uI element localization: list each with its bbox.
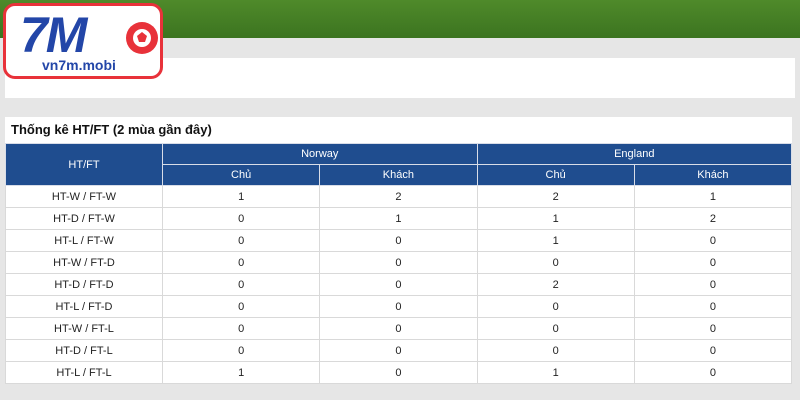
table-row: HT-L / FT-W 0 0 1 0 — [5, 229, 793, 252]
value-cell: 0 — [319, 339, 478, 362]
value-cell: 0 — [633, 361, 793, 384]
value-cell: 0 — [633, 317, 793, 340]
table-row: HT-D / FT-D 0 0 2 0 — [5, 273, 793, 296]
value-cell: 1 — [476, 361, 635, 384]
row-label: HT-D / FT-D — [5, 273, 163, 296]
table-row: HT-D / FT-L 0 0 0 0 — [5, 339, 793, 362]
value-cell: 0 — [476, 251, 635, 274]
logo-site: vn7m.mobi — [42, 57, 116, 73]
value-cell: 0 — [319, 251, 478, 274]
value-cell: 1 — [476, 229, 635, 252]
value-cell: 0 — [161, 339, 321, 362]
table-row: HT-L / FT-L 1 0 1 0 — [5, 361, 793, 384]
subheader-cell: Chủ — [476, 164, 635, 186]
value-cell: 0 — [319, 361, 478, 384]
subheader-cell: Chủ — [161, 164, 321, 186]
ball-icon — [126, 22, 158, 54]
value-cell: 2 — [319, 185, 478, 208]
value-cell: 0 — [633, 295, 793, 318]
value-cell: 0 — [476, 295, 635, 318]
value-cell: 0 — [633, 229, 793, 252]
value-cell: 0 — [319, 295, 478, 318]
value-cell: 0 — [633, 251, 793, 274]
row-label: HT-W / FT-W — [5, 185, 163, 208]
row-label: HT-L / FT-D — [5, 295, 163, 318]
team-header: Norway — [162, 143, 478, 165]
value-cell: 1 — [476, 207, 635, 230]
value-cell: 0 — [161, 295, 321, 318]
team-header: England — [476, 143, 792, 165]
table-row: HT-W / FT-L 0 0 0 0 — [5, 317, 793, 340]
row-label: HT-L / FT-L — [5, 361, 163, 384]
logo[interactable]: 7M vn7m.mobi — [3, 3, 163, 79]
subheader-cell: Khách — [633, 164, 793, 186]
value-cell: 0 — [161, 317, 321, 340]
value-cell: 0 — [319, 229, 478, 252]
value-cell: 0 — [161, 251, 321, 274]
row-label: HT-D / FT-L — [5, 339, 163, 362]
row-label: HT-L / FT-W — [5, 229, 163, 252]
value-cell: 0 — [161, 207, 321, 230]
value-cell: 0 — [319, 317, 478, 340]
value-cell: 0 — [633, 273, 793, 296]
subheader-cell: Khách — [319, 164, 478, 186]
value-cell: 1 — [161, 185, 321, 208]
value-cell: 1 — [633, 185, 793, 208]
table-row: HT-W / FT-D 0 0 0 0 — [5, 251, 793, 274]
value-cell: 2 — [476, 273, 635, 296]
value-cell: 0 — [476, 317, 635, 340]
value-cell: 0 — [476, 339, 635, 362]
stats-table: HT/FT Norway England Chủ Khách Chủ Khách HT… — [5, 143, 793, 384]
value-cell: 0 — [161, 273, 321, 296]
subheader-row: Chủ Khách Chủ Khách — [6, 164, 793, 186]
header-row: HT/FT Norway England — [5, 143, 792, 186]
value-cell: 0 — [161, 229, 321, 252]
value-cell: 2 — [476, 185, 635, 208]
row-label: HT-W / FT-D — [5, 251, 163, 274]
header-cell: HT/FT — [5, 143, 163, 186]
row-label: HT-D / FT-W — [5, 207, 163, 230]
value-cell: 1 — [319, 207, 478, 230]
table-body: HT-W / FT-W 1 2 2 1 HT-D / FT-W 0 1 1 2 HT-L / FT-… — [5, 185, 793, 384]
value-cell: 2 — [633, 207, 793, 230]
logo-brand: 7M — [20, 7, 87, 63]
table-row: HT-L / FT-D 0 0 0 0 — [5, 295, 793, 318]
value-cell: 0 — [319, 273, 478, 296]
row-label: HT-W / FT-L — [5, 317, 163, 340]
section-title: Thống kê HT/FT (2 mùa gần đây) — [5, 117, 792, 143]
table-row: HT-W / FT-W 1 2 2 1 — [5, 185, 793, 208]
value-cell: 1 — [161, 361, 321, 384]
table-row: HT-D / FT-W 0 1 1 2 — [5, 207, 793, 230]
value-cell: 0 — [633, 339, 793, 362]
